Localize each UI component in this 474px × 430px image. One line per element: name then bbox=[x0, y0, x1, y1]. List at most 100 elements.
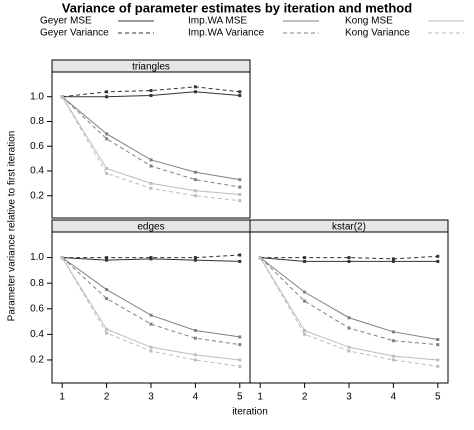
point bbox=[303, 329, 307, 333]
point bbox=[391, 330, 395, 334]
point bbox=[238, 178, 242, 182]
chart-title: Variance of parameter estimates by itera… bbox=[62, 0, 412, 15]
point bbox=[105, 167, 109, 171]
point bbox=[436, 343, 440, 347]
y-tick-label: 0.2 bbox=[30, 190, 44, 201]
point bbox=[149, 322, 153, 326]
point bbox=[149, 313, 153, 317]
x-tick-label: 1 bbox=[59, 392, 65, 403]
point bbox=[391, 358, 395, 362]
point bbox=[193, 353, 197, 357]
point bbox=[238, 364, 242, 368]
point bbox=[238, 90, 242, 94]
x-tick-label: 4 bbox=[193, 392, 199, 403]
point bbox=[391, 257, 395, 261]
y-tick-label: 0.4 bbox=[30, 329, 44, 340]
point bbox=[303, 290, 307, 294]
point bbox=[105, 256, 109, 260]
strip-label: triangles bbox=[132, 62, 170, 73]
point bbox=[238, 259, 242, 263]
point bbox=[193, 358, 197, 362]
point bbox=[347, 259, 351, 263]
point bbox=[149, 186, 153, 190]
y-tick-label: 1.0 bbox=[30, 252, 44, 263]
y-tick-label: 0.6 bbox=[30, 303, 44, 314]
x-tick-label: 4 bbox=[391, 392, 397, 403]
x-tick-label: 3 bbox=[148, 392, 154, 403]
point bbox=[149, 158, 153, 162]
point bbox=[347, 316, 351, 320]
point bbox=[60, 256, 64, 260]
point bbox=[238, 335, 242, 339]
series-line bbox=[62, 254, 240, 259]
point bbox=[436, 358, 440, 362]
point bbox=[303, 259, 307, 263]
point bbox=[303, 332, 307, 336]
legend-label: Kong MSE bbox=[345, 16, 393, 27]
point bbox=[193, 90, 197, 94]
strip-label: kstar(2) bbox=[332, 222, 366, 233]
series-line bbox=[62, 86, 240, 98]
point bbox=[105, 331, 109, 335]
point bbox=[238, 94, 242, 98]
point bbox=[436, 364, 440, 368]
point bbox=[193, 329, 197, 333]
y-tick-label: 0.2 bbox=[30, 355, 44, 366]
point bbox=[149, 349, 153, 353]
point bbox=[193, 336, 197, 340]
x-tick-label: 5 bbox=[435, 392, 441, 403]
x-tick-label: 3 bbox=[346, 392, 352, 403]
point bbox=[149, 256, 153, 260]
point bbox=[105, 327, 109, 331]
legend-label: Imp.WA Variance bbox=[188, 28, 265, 39]
point bbox=[193, 258, 197, 262]
point bbox=[347, 349, 351, 353]
x-axis-label: iteration bbox=[232, 407, 268, 418]
point bbox=[60, 95, 64, 99]
point bbox=[391, 354, 395, 358]
y-axis-label: Parameter variance relative to first ite… bbox=[7, 131, 18, 322]
point bbox=[238, 253, 242, 257]
point bbox=[105, 95, 109, 99]
x-tick-label: 2 bbox=[302, 392, 308, 403]
series-line bbox=[260, 255, 438, 260]
point bbox=[149, 345, 153, 349]
x-tick-label: 2 bbox=[104, 392, 110, 403]
y-tick-label: 0.4 bbox=[30, 166, 44, 177]
y-tick-label: 1.0 bbox=[30, 91, 44, 102]
panel bbox=[51, 71, 251, 219]
point bbox=[105, 171, 109, 175]
point bbox=[436, 254, 440, 258]
point bbox=[193, 170, 197, 174]
point bbox=[193, 194, 197, 198]
point bbox=[105, 288, 109, 292]
y-tick-label: 0.8 bbox=[30, 116, 44, 127]
point bbox=[436, 259, 440, 263]
point bbox=[193, 178, 197, 182]
point bbox=[391, 339, 395, 343]
point bbox=[436, 337, 440, 341]
point bbox=[238, 199, 242, 203]
point bbox=[193, 256, 197, 260]
point bbox=[149, 94, 153, 98]
legend-label: Kong Variance bbox=[345, 28, 410, 39]
point bbox=[105, 297, 109, 301]
point bbox=[347, 326, 351, 330]
legend-label: Geyer MSE bbox=[40, 16, 92, 27]
point bbox=[303, 299, 307, 303]
legend-label: Imp.WA MSE bbox=[188, 16, 247, 27]
point bbox=[238, 343, 242, 347]
point bbox=[193, 189, 197, 193]
point bbox=[258, 256, 262, 260]
point bbox=[238, 185, 242, 189]
y-tick-label: 0.6 bbox=[30, 141, 44, 152]
point bbox=[105, 90, 109, 94]
point bbox=[347, 256, 351, 260]
legend-label: Geyer Variance bbox=[40, 28, 109, 39]
x-tick-label: 1 bbox=[257, 392, 263, 403]
point bbox=[149, 89, 153, 93]
point bbox=[149, 164, 153, 168]
point bbox=[105, 137, 109, 141]
point bbox=[105, 132, 109, 136]
